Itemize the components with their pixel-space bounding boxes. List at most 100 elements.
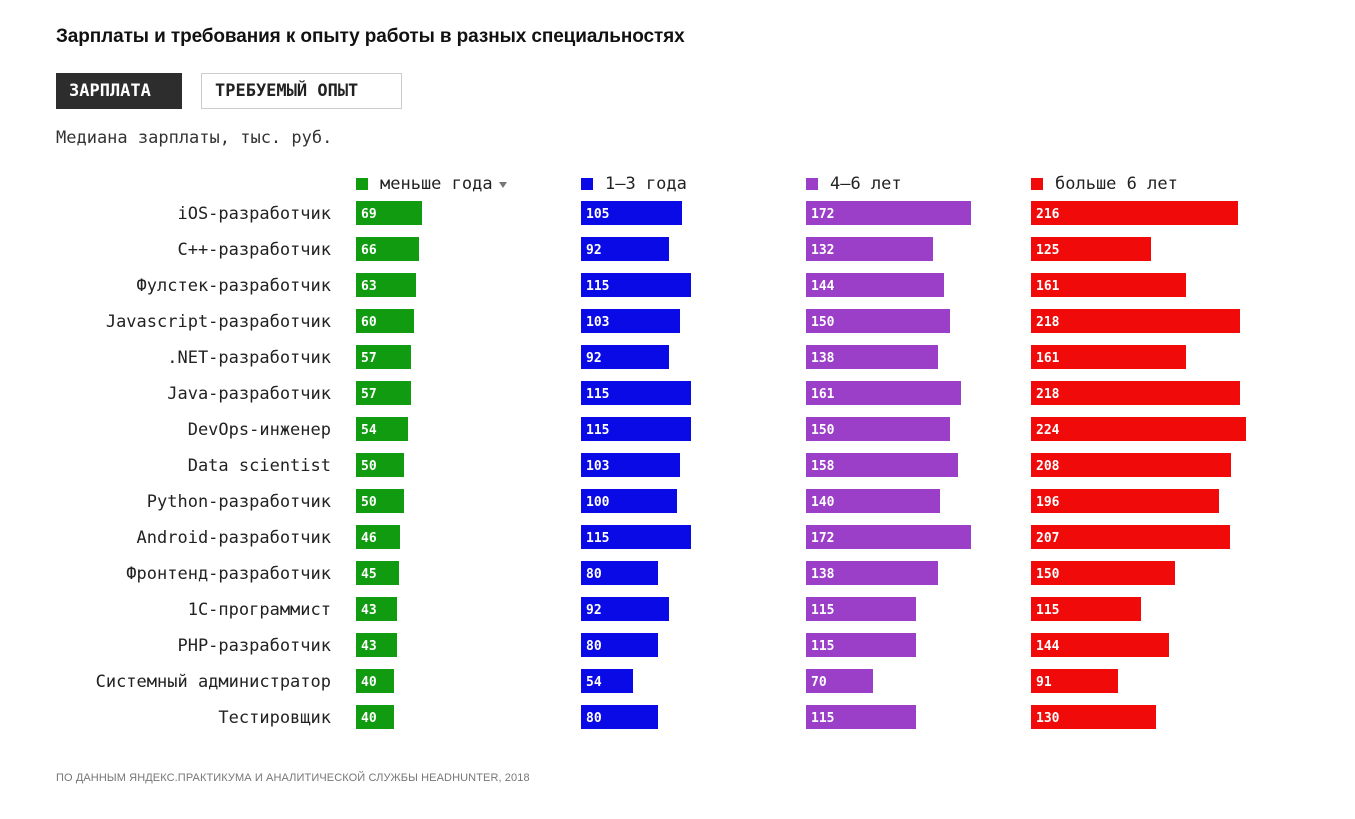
- bar[interactable]: [356, 561, 399, 585]
- bar[interactable]: [806, 597, 916, 621]
- bar[interactable]: [1031, 345, 1186, 369]
- category-label: .NET-разработчик: [167, 348, 331, 368]
- bar[interactable]: [356, 417, 408, 441]
- bar[interactable]: [581, 633, 658, 657]
- bar[interactable]: [581, 309, 680, 333]
- bar[interactable]: [806, 237, 933, 261]
- bar-value-label: 115: [811, 639, 834, 654]
- bar-value-label: 80: [586, 711, 602, 726]
- bar-value-label: 161: [1036, 351, 1060, 366]
- legend-label: меньше года: [380, 174, 493, 194]
- bar-value-label: 150: [1036, 567, 1060, 582]
- bar[interactable]: [806, 705, 916, 729]
- legend-item-4-6-years[interactable]: 4–6 лет: [806, 174, 902, 194]
- bar[interactable]: [1031, 417, 1246, 441]
- category-label: Python-разработчик: [147, 492, 331, 512]
- bar[interactable]: [806, 273, 944, 297]
- category-label: iOS-разработчик: [177, 204, 331, 224]
- bar[interactable]: [1031, 669, 1118, 693]
- bar[interactable]: [356, 525, 400, 549]
- bar[interactable]: [1031, 525, 1230, 549]
- category-label: Data scientist: [188, 456, 331, 476]
- bar-value-label: 92: [586, 603, 602, 618]
- sort-desc-icon: [498, 182, 507, 188]
- bar[interactable]: [356, 273, 416, 297]
- bar[interactable]: [806, 381, 961, 405]
- bar-value-label: 103: [586, 459, 609, 474]
- bar[interactable]: [581, 273, 691, 297]
- bar-value-label: 172: [811, 531, 834, 546]
- bar[interactable]: [806, 309, 950, 333]
- bar[interactable]: [356, 237, 419, 261]
- bar-value-label: 196: [1036, 495, 1060, 510]
- bar[interactable]: [356, 705, 394, 729]
- bar-value-label: 208: [1036, 459, 1060, 474]
- bar-value-label: 54: [361, 423, 377, 438]
- bar[interactable]: [356, 309, 414, 333]
- bar[interactable]: [806, 345, 938, 369]
- chart-title: Зарплаты и требования к опыту работы в р…: [56, 26, 685, 47]
- tab-required-experience[interactable]: ТРЕБУЕМЫЙ ОПЫТ: [201, 73, 402, 109]
- bar-value-label: 130: [1036, 711, 1060, 726]
- bar-value-label: 43: [361, 603, 377, 618]
- bar[interactable]: [581, 201, 682, 225]
- bar[interactable]: [1031, 633, 1169, 657]
- bar[interactable]: [1031, 705, 1156, 729]
- bar[interactable]: [806, 525, 971, 549]
- bar[interactable]: [581, 561, 658, 585]
- bar-value-label: 150: [811, 423, 835, 438]
- bar[interactable]: [356, 597, 397, 621]
- bar[interactable]: [356, 381, 411, 405]
- bar[interactable]: [581, 525, 691, 549]
- bar-value-label: 54: [586, 675, 602, 690]
- bar[interactable]: [581, 705, 658, 729]
- bar[interactable]: [806, 201, 971, 225]
- bar[interactable]: [581, 669, 633, 693]
- bar[interactable]: [581, 597, 669, 621]
- bar-value-label: 158: [811, 459, 835, 474]
- bar-value-label: 105: [586, 207, 609, 222]
- bar[interactable]: [1031, 309, 1240, 333]
- bar-value-label: 57: [361, 387, 377, 402]
- tab-salary[interactable]: ЗАРПЛАТА: [56, 73, 182, 109]
- category-label: Системный администратор: [96, 672, 331, 692]
- legend-item-1-3-years[interactable]: 1–3 года: [581, 174, 687, 194]
- bar[interactable]: [806, 669, 873, 693]
- bar-value-label: 218: [1036, 315, 1060, 330]
- bar-value-label: 69: [361, 207, 377, 222]
- bar[interactable]: [1031, 381, 1240, 405]
- bar[interactable]: [806, 453, 958, 477]
- bar[interactable]: [356, 453, 404, 477]
- bar[interactable]: [1031, 453, 1231, 477]
- bar[interactable]: [581, 345, 669, 369]
- bar[interactable]: [806, 417, 950, 441]
- bar[interactable]: [581, 417, 691, 441]
- legend-item-more-than-6-years[interactable]: больше 6 лет: [1031, 174, 1178, 194]
- bar[interactable]: [806, 633, 916, 657]
- bar-value-label: 115: [586, 423, 609, 438]
- bar-value-label: 115: [811, 603, 834, 618]
- source-note: ПО ДАННЫМ ЯНДЕКС.ПРАКТИКУМА И АНАЛИТИЧЕС…: [56, 772, 530, 784]
- bar[interactable]: [581, 237, 669, 261]
- bar-value-label: 144: [811, 279, 835, 294]
- bar[interactable]: [356, 489, 404, 513]
- bar[interactable]: [581, 489, 677, 513]
- bar[interactable]: [1031, 201, 1238, 225]
- bar-value-label: 50: [361, 459, 377, 474]
- legend-item-less-than-year[interactable]: меньше года: [356, 174, 507, 194]
- bar[interactable]: [1031, 273, 1186, 297]
- bar[interactable]: [806, 561, 938, 585]
- bar[interactable]: [356, 669, 394, 693]
- bar[interactable]: [581, 381, 691, 405]
- bar[interactable]: [581, 453, 680, 477]
- bar-value-label: 115: [586, 387, 609, 402]
- bar[interactable]: [806, 489, 940, 513]
- bar[interactable]: [356, 345, 411, 369]
- bar[interactable]: [356, 201, 422, 225]
- bar-value-label: 40: [361, 711, 377, 726]
- bar[interactable]: [1031, 597, 1141, 621]
- bar[interactable]: [1031, 561, 1175, 585]
- bar[interactable]: [1031, 489, 1219, 513]
- bar[interactable]: [356, 633, 397, 657]
- bar[interactable]: [1031, 237, 1151, 261]
